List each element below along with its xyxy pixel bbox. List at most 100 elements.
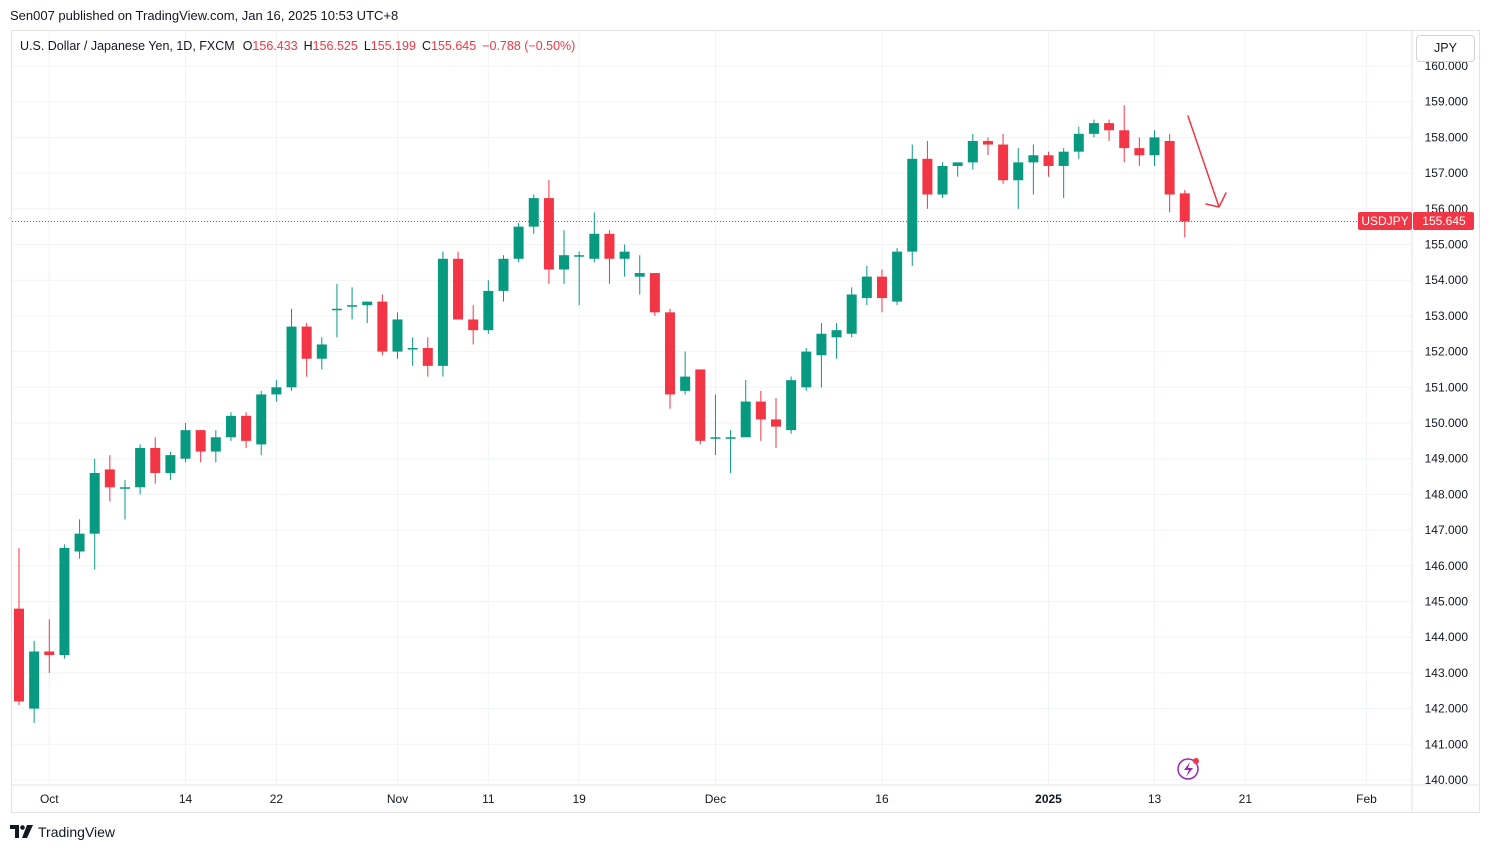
price-tick-label: 140.000 <box>1425 773 1469 787</box>
candle <box>619 244 630 277</box>
candle <box>1073 126 1084 159</box>
candle-body <box>407 348 418 350</box>
candle <box>195 430 206 463</box>
candle-body <box>256 394 267 445</box>
candle-body <box>665 312 676 395</box>
candle-body <box>1179 193 1190 222</box>
candle <box>14 547 24 706</box>
candle <box>649 273 660 316</box>
candle-body <box>422 348 433 366</box>
candle-body <box>1058 151 1069 166</box>
currency-button[interactable]: JPY <box>1416 35 1475 62</box>
candle-body <box>937 165 948 195</box>
candle <box>1013 148 1024 209</box>
candle-body <box>559 255 570 270</box>
candle-body <box>483 290 494 331</box>
price-tick-label: 151.000 <box>1425 380 1469 394</box>
tradingview-brand[interactable]: TradingView <box>38 824 116 840</box>
candle-body <box>44 651 55 656</box>
candle-body <box>135 447 146 488</box>
price-tick-label: 153.000 <box>1425 309 1469 323</box>
candle-body <box>377 301 388 352</box>
candle-body <box>634 273 645 277</box>
candle <box>937 162 948 199</box>
time-tick-label: Dec <box>705 792 726 806</box>
candle <box>483 280 494 334</box>
candle <box>604 230 615 284</box>
candle-body <box>347 305 358 307</box>
candle <box>846 287 857 338</box>
candle <box>1058 148 1069 199</box>
candle-body <box>1043 155 1054 166</box>
candle <box>725 430 736 473</box>
price-axis[interactable]: 140.000 141.000 142.000 143.000 144.000 145.0… <box>1411 31 1469 812</box>
legend-high-value: 156.525 <box>312 39 358 53</box>
downward-arrow-drawing[interactable] <box>1187 115 1227 208</box>
candle-body <box>846 294 857 334</box>
candle-body <box>952 162 963 166</box>
legend-open-label: O <box>242 39 253 53</box>
time-tick-label: 13 <box>1148 792 1162 806</box>
candle <box>104 455 115 502</box>
candle <box>453 251 464 320</box>
candle-body <box>513 226 524 259</box>
legend-low-label: L <box>363 39 371 53</box>
price-tick-label: 145.000 <box>1425 595 1469 609</box>
candles <box>14 105 1190 723</box>
time-tick-label: 21 <box>1239 792 1253 806</box>
candle-body <box>755 401 766 420</box>
price-tick-label: 143.000 <box>1425 666 1469 680</box>
candle <box>392 312 403 359</box>
candle-body <box>695 369 706 441</box>
candle-body <box>165 455 176 473</box>
candle-body <box>74 533 85 552</box>
candle-body <box>998 144 1009 181</box>
candle <box>29 640 40 723</box>
candle-body <box>907 158 918 252</box>
candle <box>755 390 766 441</box>
candle-body <box>740 401 751 438</box>
candle <box>316 337 327 370</box>
candle-body <box>710 437 721 439</box>
candle <box>816 323 827 388</box>
candle <box>347 287 358 320</box>
time-tick-label: 2025 <box>1035 792 1062 806</box>
candle-body <box>362 301 373 306</box>
price-tick-label: 150.000 <box>1425 416 1469 430</box>
candle <box>907 144 918 266</box>
price-tick-label: 158.000 <box>1425 130 1469 144</box>
candle <box>1104 119 1115 141</box>
candle <box>1119 105 1130 163</box>
candle-body <box>892 251 903 302</box>
symbol-legend[interactable]: U.S. Dollar / Japanese Yen, 1D, FXCM O 156… <box>20 39 581 53</box>
price-tick-label: 148.000 <box>1425 487 1469 501</box>
candle <box>634 255 645 295</box>
candle-body <box>922 158 933 195</box>
candle-body <box>1104 123 1115 131</box>
candle-body <box>725 437 736 439</box>
candle-body <box>1134 148 1145 156</box>
candle <box>710 394 721 456</box>
last-price-symbol-text: USDJPY <box>1361 214 1408 228</box>
candle-body <box>210 437 221 452</box>
candle <box>362 301 373 324</box>
time-axis[interactable]: Oct 14 22 Nov 11 19 Dec 16 2025 13 21 Feb <box>12 784 1479 806</box>
last-price-label: USDJPY 155.645 <box>1358 212 1474 230</box>
last-price-symbol-tag <box>1358 212 1412 230</box>
candle-body <box>528 198 539 227</box>
price-tick-label: 159.000 <box>1425 95 1469 109</box>
candle <box>407 337 418 366</box>
candle-body <box>331 308 342 311</box>
candle-body <box>437 258 448 366</box>
candle <box>180 423 191 463</box>
candle-body <box>1119 130 1130 149</box>
candle <box>831 323 842 359</box>
candle-body <box>1028 155 1039 163</box>
legend-symbol[interactable]: U.S. Dollar / Japanese Yen, 1D, FXCM <box>20 39 235 53</box>
lightning-icon[interactable] <box>1177 758 1199 780</box>
candle-body <box>876 276 887 299</box>
candle <box>225 412 236 441</box>
legend-close-value: 155.645 <box>431 39 477 53</box>
candle <box>513 223 524 263</box>
